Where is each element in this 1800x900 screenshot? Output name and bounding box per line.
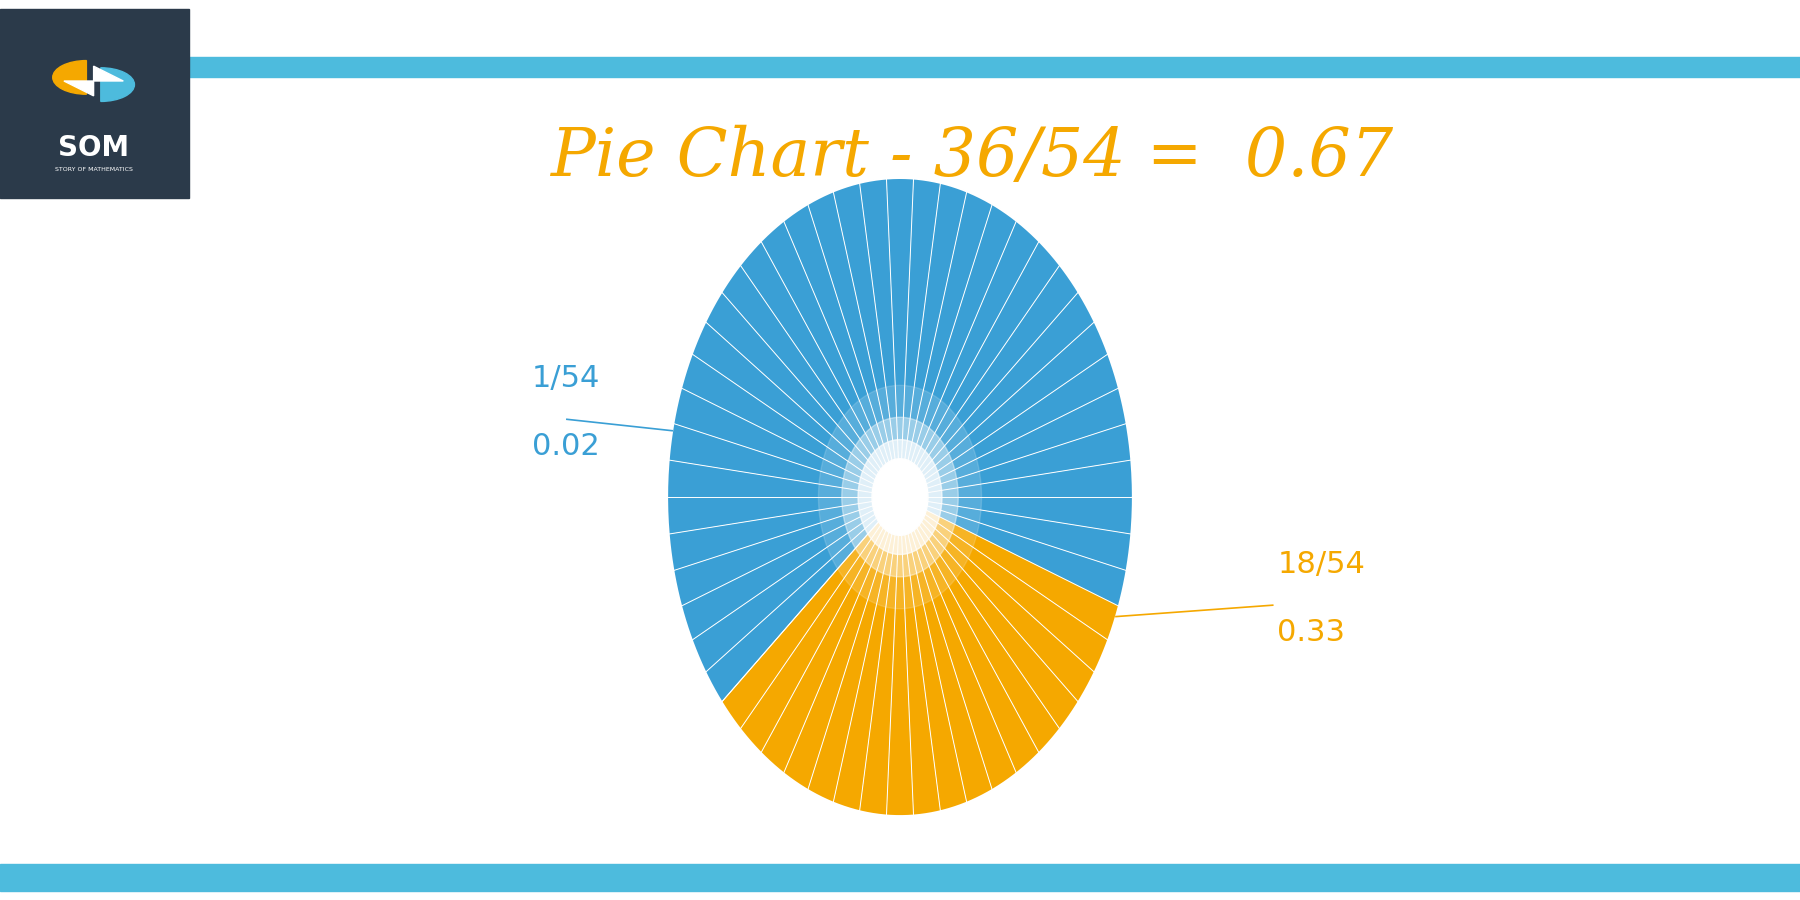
Bar [0,57,1800,76]
Polygon shape [900,497,992,803]
Polygon shape [900,497,1039,773]
Polygon shape [900,265,1078,497]
Wedge shape [101,68,135,102]
Polygon shape [680,497,900,640]
Polygon shape [706,497,900,702]
Polygon shape [860,178,900,497]
Polygon shape [680,354,900,497]
Polygon shape [833,183,900,497]
Text: 1/54: 1/54 [533,364,601,392]
Text: 0.33: 0.33 [1278,618,1345,647]
Bar [0,864,1800,891]
Polygon shape [65,81,94,95]
Polygon shape [722,265,900,497]
Polygon shape [783,204,900,497]
Polygon shape [886,178,914,497]
Polygon shape [900,241,1060,497]
Polygon shape [706,292,900,497]
Polygon shape [900,497,1094,702]
Polygon shape [668,497,900,534]
Polygon shape [900,497,967,811]
Bar [0,9,189,198]
Polygon shape [900,388,1127,497]
Wedge shape [52,60,86,94]
Polygon shape [673,497,900,607]
Polygon shape [900,497,1132,571]
Polygon shape [833,497,900,811]
Text: STORY OF MATHEMATICS: STORY OF MATHEMATICS [54,166,133,172]
Polygon shape [783,497,900,790]
Polygon shape [900,497,1017,790]
Polygon shape [808,497,900,803]
Polygon shape [886,497,914,816]
Polygon shape [740,241,900,497]
Polygon shape [900,497,1120,640]
Polygon shape [740,497,900,753]
Polygon shape [900,183,967,497]
Polygon shape [691,321,900,497]
Polygon shape [871,459,929,536]
Polygon shape [668,424,900,497]
Polygon shape [900,178,940,497]
Polygon shape [668,497,900,571]
Polygon shape [859,439,941,554]
Polygon shape [860,497,900,815]
Polygon shape [900,497,1127,607]
Polygon shape [900,460,1132,497]
Text: 18/54: 18/54 [1278,550,1364,579]
Text: SOM: SOM [58,133,130,162]
Polygon shape [900,354,1120,497]
Polygon shape [900,497,1109,672]
Text: Pie Chart - 36/54 =  0.67: Pie Chart - 36/54 = 0.67 [551,125,1393,190]
Polygon shape [722,497,900,729]
Polygon shape [900,220,1039,497]
Polygon shape [900,321,1109,497]
Polygon shape [94,67,122,81]
Polygon shape [761,220,900,497]
Polygon shape [819,385,981,608]
Polygon shape [900,204,1017,497]
Polygon shape [761,497,900,773]
Polygon shape [668,460,900,497]
Polygon shape [900,497,940,815]
Polygon shape [691,497,900,672]
Polygon shape [673,388,900,497]
Polygon shape [900,292,1094,497]
Polygon shape [900,497,1078,729]
Polygon shape [900,497,1060,753]
Polygon shape [842,418,958,577]
Text: 0.02: 0.02 [533,432,599,461]
Polygon shape [900,192,992,497]
Polygon shape [808,192,900,497]
Polygon shape [900,497,1132,534]
Polygon shape [900,424,1132,497]
